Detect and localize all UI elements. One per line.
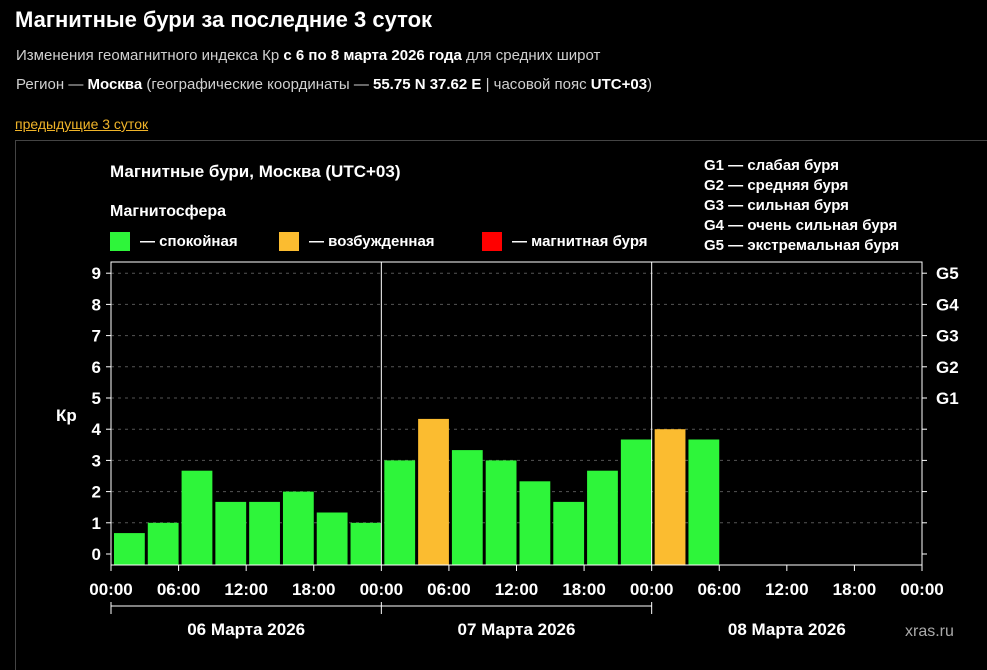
storm-scale-item: G4 — очень сильная буря	[704, 217, 897, 234]
x-tick-label: 18:00	[562, 580, 605, 599]
legend-swatch	[110, 232, 130, 251]
y-tick-label: 3	[92, 451, 101, 470]
region-city: Москва	[87, 76, 143, 93]
kp-bar	[181, 470, 213, 565]
kp-bar	[688, 439, 720, 565]
subtitle-date-range: с 6 по 8 марта 2026 года	[283, 47, 462, 64]
region-tz-prefix: | часовой пояс	[481, 76, 591, 93]
x-tick-label: 12:00	[765, 580, 808, 599]
y-tick-label: 4	[92, 420, 102, 439]
y-tick-label: 9	[92, 264, 101, 283]
storm-level-label: G2	[936, 358, 959, 377]
storm-level-label: G3	[936, 327, 959, 346]
kp-bar	[654, 429, 686, 565]
x-tick-label: 00:00	[360, 580, 403, 599]
storm-scale-item: G5 — экстремальная буря	[704, 237, 899, 254]
kp-bar	[418, 418, 449, 565]
legend-label: — спокойная	[140, 233, 238, 250]
x-tick-label: 18:00	[292, 580, 335, 599]
kp-bar	[384, 460, 416, 565]
x-tick-label: 06:00	[427, 580, 470, 599]
region-line: Регион — Москва (географические координа…	[16, 76, 652, 93]
y-tick-label: 6	[92, 358, 101, 377]
y-tick-label: 1	[92, 514, 101, 533]
kp-bar	[282, 491, 314, 565]
y-tick-label: 0	[92, 545, 101, 564]
x-tick-label: 12:00	[224, 580, 267, 599]
x-tick-label: 12:00	[495, 580, 538, 599]
subtitle-prefix: Изменения геомагнитного индекса Кр	[16, 47, 284, 64]
kp-bar	[620, 439, 652, 565]
kp-bar	[215, 501, 247, 565]
x-tick-label: 00:00	[89, 580, 132, 599]
day-label: 07 Марта 2026	[458, 620, 576, 639]
storm-level-label: G4	[936, 295, 959, 314]
page-title: Магнитные бури за последние 3 суток	[15, 7, 433, 32]
legend-label: — возбужденная	[309, 233, 435, 250]
y-tick-label: 2	[92, 483, 101, 502]
storm-scale-item: G2 — средняя буря	[704, 177, 848, 194]
legend-swatch	[482, 232, 502, 251]
kp-bar	[451, 450, 483, 565]
region-suffix: )	[647, 76, 653, 93]
legend-label: — магнитная буря	[512, 233, 648, 250]
y-tick-label: 8	[92, 295, 101, 314]
legend-title: Магнитосфера	[110, 203, 226, 220]
day-label: 08 Марта 2026	[728, 620, 846, 639]
kp-bar	[553, 501, 585, 565]
y-axis-label: Кр	[56, 406, 77, 425]
storm-scale-item: G3 — сильная буря	[704, 197, 849, 214]
chart-frame	[15, 140, 987, 670]
legend-swatch	[279, 232, 299, 251]
storm-level-label: G1	[936, 389, 959, 408]
x-tick-label: 00:00	[900, 580, 943, 599]
region-timezone: UTC+03	[590, 76, 648, 93]
x-tick-label: 06:00	[157, 580, 200, 599]
page-subtitle: Изменения геомагнитного индекса Кр с 6 п…	[16, 47, 600, 64]
subtitle-suffix: для средних широт	[461, 47, 601, 64]
kp-bar	[114, 533, 145, 565]
kp-bar	[587, 470, 618, 565]
x-tick-label: 18:00	[833, 580, 876, 599]
storm-level-label: G5	[936, 264, 959, 283]
kp-bar	[519, 481, 551, 565]
previous-3-days-link[interactable]: предыдущие 3 суток	[15, 116, 149, 132]
kp-bar	[316, 512, 348, 565]
region-coords: 55.75 N 37.62 E	[373, 76, 482, 93]
storm-scale-item: G1 — слабая буря	[704, 157, 839, 174]
kp-bar	[147, 522, 179, 565]
x-tick-label: 06:00	[698, 580, 741, 599]
kp-bar	[249, 501, 280, 565]
region-coords-prefix: (географические координаты —	[142, 76, 373, 93]
watermark: xras.ru	[905, 623, 954, 640]
day-label: 06 Марта 2026	[187, 620, 305, 639]
y-tick-label: 5	[92, 389, 101, 408]
y-tick-label: 7	[92, 327, 101, 346]
kp-bar	[350, 522, 382, 565]
x-tick-label: 00:00	[630, 580, 673, 599]
region-prefix: Регион —	[16, 76, 88, 93]
chart-title: Магнитные бури, Москва (UTC+03)	[110, 162, 401, 181]
kp-bar	[485, 460, 517, 565]
